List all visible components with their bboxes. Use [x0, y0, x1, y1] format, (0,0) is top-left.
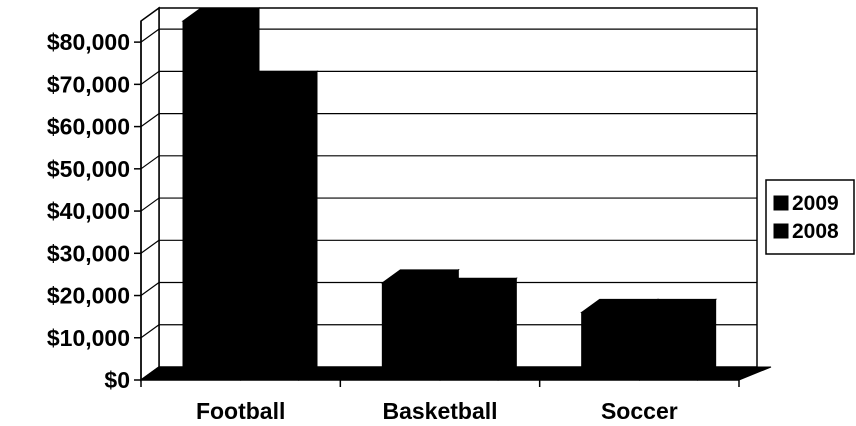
plot-area-side-wall: [140, 6, 160, 382]
y-axis-tick-label: $30,000: [47, 240, 130, 266]
x-axis-category-label: Football: [196, 398, 285, 424]
legend-label-2009: 2009: [792, 192, 839, 215]
y-axis-tick-label: $20,000: [47, 283, 130, 309]
gridline-depth: [140, 28, 160, 43]
y-axis-tick-label: $40,000: [47, 198, 130, 224]
bar-side-2008: [697, 298, 717, 381]
gridline-depth: [140, 70, 160, 85]
bar-side-2008: [298, 70, 318, 381]
gridline-depth: [140, 282, 160, 297]
x-axis-category-label: Soccer: [601, 398, 678, 424]
legend-swatch-2008: [773, 223, 789, 239]
y-axis-tick-label: $0: [104, 367, 130, 393]
y-axis-tick-label: $60,000: [47, 114, 130, 140]
legend-swatch-2009: [773, 195, 789, 211]
bar-2008-soccer: [639, 311, 699, 381]
gridline-depth: [140, 239, 160, 254]
gridline-depth: [140, 197, 160, 212]
legend-label-2008: 2008: [792, 220, 839, 243]
bar-2008-football: [240, 83, 300, 381]
y-axis-tick-label: $50,000: [47, 156, 130, 182]
x-axis-category-label: Basketball: [382, 398, 497, 424]
y-axis-tick-label: $80,000: [47, 29, 130, 55]
bar-2009-football: [182, 20, 242, 381]
gridline-depth: [140, 155, 160, 170]
y-axis-tick-label: $70,000: [47, 71, 130, 97]
gridline-depth: [140, 113, 160, 128]
bar-2008-basketball: [439, 290, 499, 381]
y-axis-tick-label: $10,000: [47, 325, 130, 351]
bar-2009-basketball: [381, 282, 441, 381]
bar-side-2008: [497, 277, 517, 381]
bar-2009-soccer: [581, 311, 641, 381]
legend-box: [765, 179, 855, 255]
gridline-depth: [140, 324, 160, 339]
